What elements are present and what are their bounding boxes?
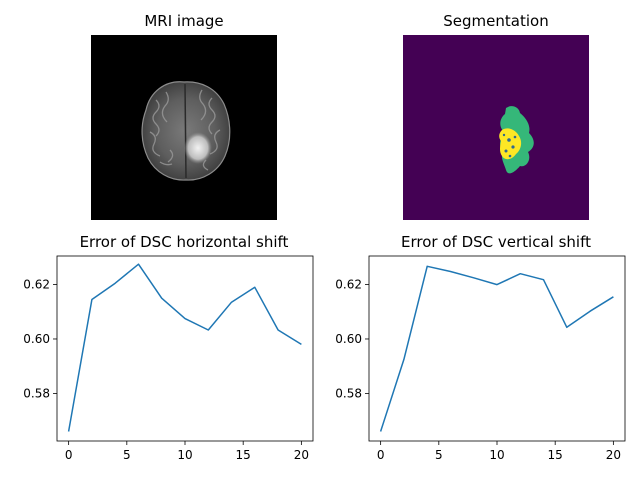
chart-title: Error of DSC horizontal shift [80,233,289,251]
x-tick-label: 5 [123,448,131,462]
y-tick-label: 0.62 [23,278,50,292]
x-tick-label: 10 [177,448,192,462]
series-line [379,265,614,432]
y-tick-label: 0.58 [23,386,50,400]
segmentation-panel: Segmentation [403,12,589,220]
segmentation-title: Segmentation [443,12,548,30]
brain-scan [141,81,231,181]
chart-vertical-shift: Error of DSC vertical shift 0 5 10 15 20 0.58… [335,233,626,462]
lesion-highlight [184,132,212,164]
y-tick-label: 0.62 [335,278,362,292]
axes-frame [56,255,314,442]
x-tick-label: 10 [489,448,504,462]
plot-area: 0 5 10 15 20 0.58 0.60 0.62 [335,255,626,462]
x-tick-label: 0 [377,448,385,462]
x-tick-label: 20 [606,448,621,462]
series-line [67,263,302,432]
y-tick-label: 0.58 [335,386,362,400]
chart-title: Error of DSC vertical shift [401,233,591,251]
x-tick-label: 15 [548,448,563,462]
x-tick-label: 20 [294,448,309,462]
segmentation-background [403,35,589,220]
chart-horizontal-shift: Error of DSC horizontal shift 0 5 10 15 20 0.… [23,233,314,462]
x-tick-label: 0 [65,448,73,462]
y-tick-label: 0.60 [335,332,362,346]
segmentation-necrotic-spots [502,133,517,158]
x-tick-label: 15 [236,448,251,462]
brain-midline [184,83,187,179]
mri-panel: MRI image [91,12,277,220]
x-tick-label: 5 [435,448,443,462]
y-tick-label: 0.60 [23,332,50,346]
plot-area: 0 5 10 15 20 0.58 0.60 0.62 [23,255,314,462]
brain-folds-left [149,91,174,166]
brain-folds-right [199,89,221,171]
mri-title: MRI image [144,12,223,30]
